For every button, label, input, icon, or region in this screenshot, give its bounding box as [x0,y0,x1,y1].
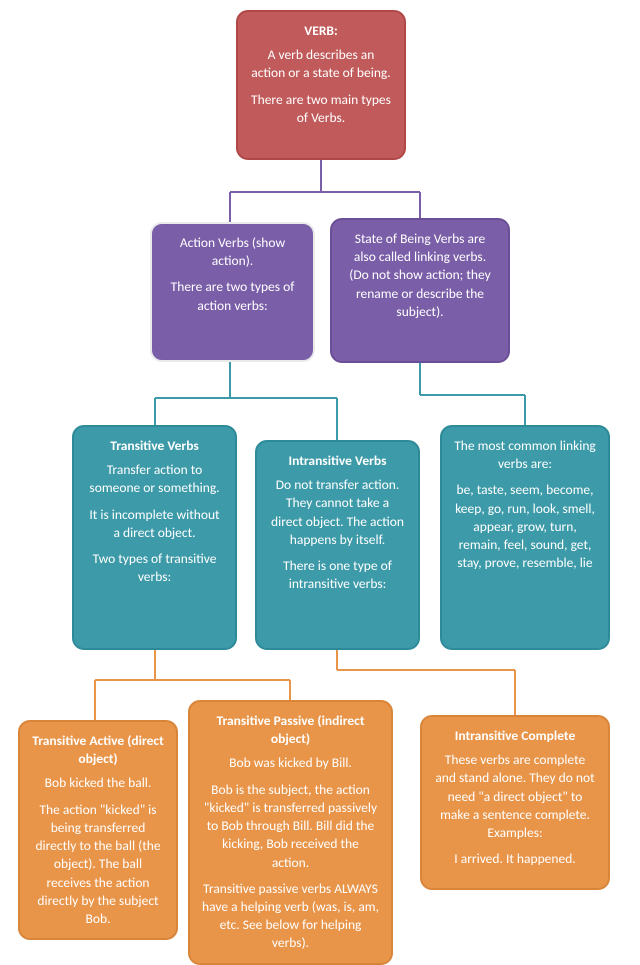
node-text: Transitive passive verbs ALWAYS have a h… [202,880,379,953]
node-text: These verbs are complete and stand alone… [434,751,596,842]
node-text: The action "kicked" is being transferred… [32,801,164,929]
node-text: I arrived. It happened. [434,850,596,868]
node-title: Transitive Passive (indirect object) [202,712,379,748]
node-title: Transitive Active (direct object) [32,732,164,768]
node-title: VERB: [250,22,392,40]
node-text: There is one type of intransitive verbs: [269,557,406,593]
node-text: Transfer action to someone or something. [86,461,223,497]
node-text: Two types of transitive verbs: [86,550,223,586]
node-text: A verb describes an action or a state of… [250,46,392,82]
node-title: Intransitive Verbs [269,452,406,470]
node-text: There are two main types of Verbs. [250,91,392,127]
node-verb-root: VERB: A verb describes an action or a st… [236,10,406,160]
node-transitive-active: Transitive Active (direct object) Bob ki… [18,720,178,940]
node-text: There are two types of action verbs: [164,278,301,314]
node-linking-verbs: State of Being Verbs are also called lin… [330,218,510,363]
node-text: Bob was kicked by Bill. [202,754,379,772]
node-intransitive: Intransitive Verbs Do not transfer actio… [255,440,420,650]
node-text: Bob kicked the ball. [32,774,164,792]
node-text: State of Being Verbs are also called lin… [344,230,496,321]
node-transitive-passive: Transitive Passive (indirect object) Bob… [188,700,393,965]
node-text: Bob is the subject, the action "kicked" … [202,781,379,872]
node-text: The most common linking verbs are: [454,437,596,473]
node-text: Do not transfer action. They cannot take… [269,476,406,549]
node-text: It is incomplete without a direct object… [86,506,223,542]
node-title: Transitive Verbs [86,437,223,455]
node-common-linking: The most common linking verbs are: be, t… [440,425,610,650]
node-transitive: Transitive Verbs Transfer action to some… [72,425,237,650]
node-intransitive-complete: Intransitive Complete These verbs are co… [420,715,610,890]
node-text: be, taste, seem, become, keep, go, run, … [454,481,596,572]
node-text: Action Verbs (show action). [164,234,301,270]
node-action-verbs: Action Verbs (show action). There are tw… [150,222,315,362]
node-title: Intransitive Complete [434,727,596,745]
